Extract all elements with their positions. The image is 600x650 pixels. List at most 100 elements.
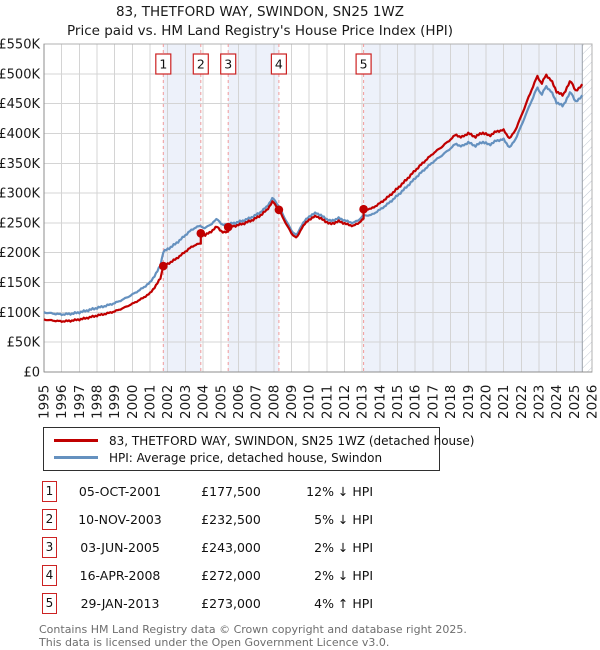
sale-number-box [270, 53, 287, 75]
sale-point [359, 204, 368, 214]
x-axis-label: 2026 [585, 385, 600, 419]
x-axis-label: 2007 [249, 385, 265, 419]
plot-border [43, 43, 593, 373]
sale-vs-hpi: 5% ↓ HPI [314, 511, 373, 527]
sale-points [159, 204, 368, 271]
sale-date: 16-APR-2008 [79, 567, 161, 583]
sale-vs-hpi: 12% ↓ HPI [306, 483, 373, 499]
x-axis-label: 2008 [266, 385, 282, 419]
y-axis-label: £0 [23, 366, 40, 381]
x-axis-label: 2011 [319, 385, 335, 419]
ownership-band [228, 44, 279, 372]
y-axis-label: £100K [0, 306, 40, 321]
x-axis-label: 2016 [408, 385, 424, 419]
sale-number-box [220, 53, 237, 75]
sale-price: £272,000 [201, 567, 261, 583]
sale-number-box [355, 53, 372, 75]
x-axis-label: 1998 [90, 385, 106, 419]
future-hatch-region [581, 44, 592, 372]
transaction-row: 2 10-NOV-2003 £232,500 5% ↓ HPI [42, 505, 600, 533]
sale-number-boxes: 1 2 3 4 5 [155, 53, 372, 75]
ownership-bands [163, 44, 583, 372]
sale-date: 10-NOV-2003 [78, 511, 162, 527]
sale-vs-hpi: 2% ↓ HPI [314, 539, 373, 555]
transaction-row: 5 29-JAN-2013 £273,000 4% ↑ HPI [42, 589, 600, 617]
sale-vs-hpi: 2% ↓ HPI [314, 567, 373, 583]
y-axis-label: £350K [0, 157, 40, 172]
x-axis-label: 2001 [143, 385, 159, 419]
row-number-badge: 2 [42, 508, 57, 530]
footer-line-1: Contains HM Land Registry data © Crown c… [39, 623, 467, 636]
row-number-badge: 3 [42, 536, 57, 558]
x-axis-label: 2022 [514, 385, 530, 419]
x-axis-label: 2015 [390, 385, 406, 419]
gridlines [43, 43, 593, 373]
x-axis-label: 2014 [372, 385, 388, 419]
sale-date: 29-JAN-2013 [80, 595, 160, 611]
y-axis-label: £50K [7, 336, 41, 351]
sale-price: £177,500 [201, 483, 261, 499]
x-axis-label: 2005 [213, 385, 229, 419]
sale-number: 2 [197, 57, 205, 72]
sale-price: £243,000 [201, 539, 261, 555]
sale-point [223, 222, 233, 232]
transaction-row: 4 16-APR-2008 £272,000 2% ↓ HPI [42, 561, 600, 589]
hatch-area [582, 44, 592, 372]
sale-point [196, 229, 206, 238]
x-axis-label: 1997 [72, 385, 88, 419]
legend-item-property: 83, THETFORD WAY, SWINDON, SN25 1WZ (det… [54, 432, 474, 449]
sale-vs-hpi: 4% ↑ HPI [314, 595, 373, 611]
chart-subtitle: Price paid vs. HM Land Registry's House … [67, 23, 453, 39]
property-line-swatch [54, 439, 98, 442]
sale-point [159, 261, 168, 271]
sale-number: 5 [360, 57, 368, 72]
property-price-line [43, 73, 584, 323]
footer-line-2: This data is licensed under the Open Gov… [39, 636, 390, 649]
x-axis-label: 2004 [196, 385, 212, 419]
x-axis-label: 2003 [178, 385, 194, 419]
copyright-footer: Contains HM Land Registry data © Crown c… [39, 623, 600, 649]
transaction-row: 3 03-JUN-2005 £243,000 2% ↓ HPI [42, 533, 600, 561]
sale-number: 3 [224, 57, 232, 72]
series-lines [43, 73, 584, 323]
y-axis-label: £500K [0, 67, 40, 82]
row-number-badge: 4 [42, 564, 57, 586]
x-axis-label: 2010 [302, 385, 318, 419]
price-chart: 83, THETFORD WAY, SWINDON, SN25 1WZ Pric… [0, 4, 600, 420]
sale-date: 05-OCT-2001 [78, 483, 162, 499]
sale-number-box [192, 53, 209, 75]
row-number-badge: 1 [42, 480, 57, 502]
axis-labels: £0 £50K £100K £150K £200K £250K £300K £350K £400… [0, 38, 600, 420]
legend-label-hpi: HPI: Average price, detached house, Swin… [109, 450, 383, 465]
row-number-badge: 5 [42, 592, 57, 614]
x-axis-label: 2025 [567, 385, 583, 419]
legend-item-hpi: HPI: Average price, detached house, Swin… [54, 449, 433, 466]
transactions-table: 1 05-OCT-2001 £177,500 12% ↓ HPI 2 10-NO… [42, 477, 600, 617]
x-axis-label: 2020 [478, 385, 494, 419]
chart-title: 83, THETFORD WAY, SWINDON, SN25 1WZ [116, 4, 404, 20]
x-axis-label: 2009 [284, 385, 300, 419]
x-axis-label: 2024 [549, 385, 565, 419]
x-axis-label: 2017 [425, 385, 441, 419]
sale-price: £273,000 [201, 595, 261, 611]
y-axis-label: £200K [0, 246, 40, 261]
x-axis-label: 2012 [337, 385, 353, 419]
x-axis-label: 2000 [125, 385, 141, 419]
legend-label-property: 83, THETFORD WAY, SWINDON, SN25 1WZ (det… [109, 433, 475, 448]
x-axis-label: 2006 [231, 385, 247, 419]
x-axis-label: 2013 [355, 385, 371, 419]
y-axis-label: £300K [0, 187, 40, 202]
x-axis-label: 2023 [532, 385, 548, 419]
x-axis-label: 2019 [461, 385, 477, 419]
sale-point [274, 205, 284, 215]
ownership-band [163, 44, 201, 372]
y-axis-label: £400K [0, 127, 40, 142]
ownership-band [363, 44, 583, 372]
sale-number: 4 [275, 57, 283, 72]
sale-number: 1 [159, 57, 167, 72]
x-axis-label: 1999 [107, 385, 123, 419]
x-axis-label: 2021 [496, 385, 512, 419]
y-axis-label: £550K [0, 38, 40, 53]
y-axis-label: £150K [0, 276, 40, 291]
hpi-line-swatch [54, 456, 98, 459]
